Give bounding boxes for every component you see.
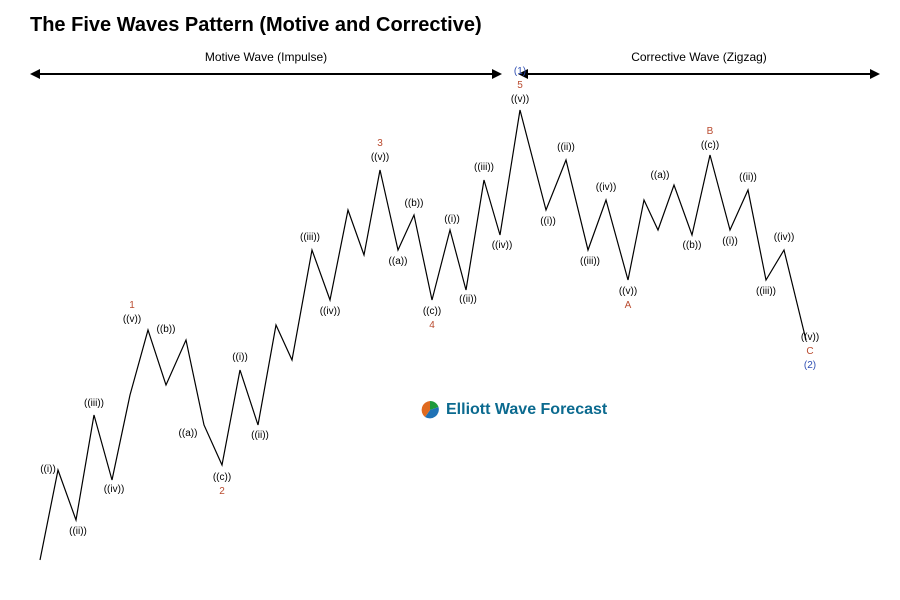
wave-label: C — [806, 347, 813, 357]
wave-label: ((i)) — [444, 215, 460, 225]
wave-label: A — [625, 301, 632, 311]
brand-text: Elliott Wave Forecast — [446, 401, 607, 419]
wave-label: ((b)) — [405, 199, 424, 209]
wave-label: ((v)) — [511, 95, 529, 105]
wave-label: ((v)) — [801, 333, 819, 343]
wave-label: ((iv)) — [596, 183, 617, 193]
wave-label: ((v)) — [619, 287, 637, 297]
wave-label: ((ii)) — [739, 173, 757, 183]
wave-label: ((v)) — [123, 315, 141, 325]
wave-label: ((iii)) — [300, 233, 320, 243]
wave-label: ((ii)) — [251, 431, 269, 441]
wave-label: ((c)) — [701, 141, 719, 151]
wave-label: 2 — [219, 487, 225, 497]
wave-label: ((i)) — [40, 465, 56, 475]
wave-label: ((iii)) — [580, 257, 600, 267]
wave-label: ((v)) — [371, 153, 389, 163]
brand-logo-icon — [420, 400, 440, 420]
wave-label: ((b)) — [683, 241, 702, 251]
wave-label: ((a)) — [651, 171, 670, 181]
wave-label: ((i)) — [232, 353, 248, 363]
wave-label: (2) — [804, 361, 816, 371]
wave-label: 3 — [377, 139, 383, 149]
wave-label: 5 — [517, 81, 523, 91]
wave-label: ((a)) — [179, 429, 198, 439]
wave-label: ((a)) — [389, 257, 408, 267]
wave-label: ((iii)) — [756, 287, 776, 297]
wave-label: ((i)) — [540, 217, 556, 227]
wave-label: ((iv)) — [774, 233, 795, 243]
wave-label: 1 — [129, 301, 135, 311]
wave-label: ((iv)) — [104, 485, 125, 495]
wave-label: ((ii)) — [557, 143, 575, 153]
wave-label: ((ii)) — [459, 295, 477, 305]
brand-mark: Elliott Wave Forecast — [420, 400, 607, 420]
wave-label: ((b)) — [157, 325, 176, 335]
wave-label: ((c)) — [213, 473, 231, 483]
wave-label: B — [707, 127, 714, 137]
wave-label: ((iv)) — [492, 241, 513, 251]
wave-label: ((c)) — [423, 307, 441, 317]
wave-label: ((iv)) — [320, 307, 341, 317]
wave-label: 4 — [429, 321, 435, 331]
wave-label: ((iii)) — [474, 163, 494, 173]
wave-label: ((i)) — [722, 237, 738, 247]
wave-label: (1) — [514, 67, 526, 77]
wave-label: ((ii)) — [69, 527, 87, 537]
wave-label: ((iii)) — [84, 399, 104, 409]
